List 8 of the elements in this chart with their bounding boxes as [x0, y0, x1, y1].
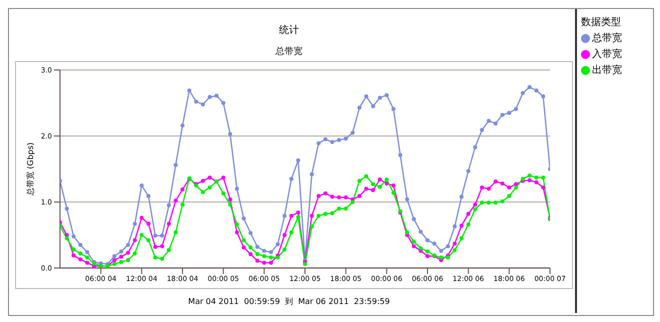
text: Mar 04 2011 00:59:59 到 Mar 06 2011 23:59:59	[187, 296, 391, 307]
chart-subtitle: 总带宽	[274, 46, 304, 58]
y-axis-title: 总带宽 (Gbps)	[26, 142, 35, 197]
legend-title: 数据类型	[581, 16, 622, 29]
legend-label: 入带宽	[592, 48, 622, 61]
legend-label: 总带宽	[592, 32, 622, 45]
chart-title: 统计	[278, 24, 300, 37]
legend-label: 出带宽	[592, 64, 622, 77]
